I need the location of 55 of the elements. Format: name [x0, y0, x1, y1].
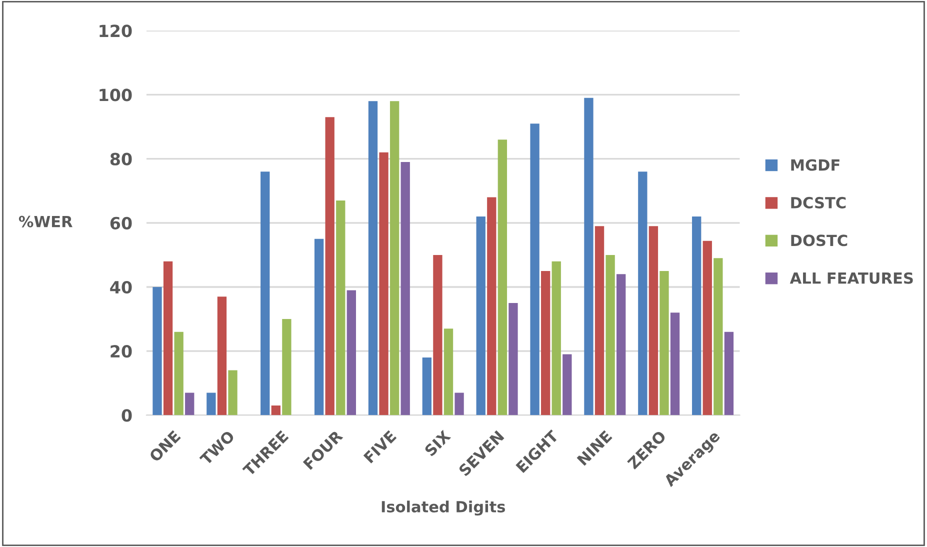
bar [638, 172, 648, 416]
bar [670, 312, 680, 416]
bar [400, 162, 410, 416]
legend-label: ALL FEATURES [790, 272, 913, 284]
bar [206, 392, 216, 416]
bar [487, 197, 496, 416]
bar [271, 406, 280, 416]
bar [390, 101, 400, 416]
legend-label: MGDF [791, 159, 840, 171]
bar [217, 296, 227, 416]
bar [346, 290, 356, 416]
legend-label: DCSTC [791, 196, 846, 208]
bar [724, 332, 734, 416]
bar [476, 216, 486, 416]
bar [692, 216, 702, 416]
bar [648, 226, 658, 416]
bar [185, 392, 194, 416]
bar [562, 354, 572, 416]
bar [540, 270, 550, 416]
bar [552, 261, 561, 416]
bar [498, 140, 508, 416]
bar [606, 254, 615, 416]
y-tick-label: 60 [110, 216, 132, 230]
bar [228, 370, 238, 416]
bar [282, 319, 292, 416]
y-tick-label: 20 [110, 345, 132, 358]
bar [444, 328, 454, 416]
bar [422, 357, 432, 416]
bar [433, 254, 442, 416]
bar [584, 98, 594, 416]
bar [702, 240, 712, 416]
y-tick-label: 40 [110, 280, 132, 294]
bar [260, 172, 270, 416]
bar [163, 261, 173, 416]
bar [174, 332, 184, 416]
legend-label: DOSTC [791, 234, 848, 246]
bar [368, 101, 378, 416]
y-tick-label: 120 [100, 24, 132, 38]
bar [616, 274, 626, 416]
bar [152, 286, 162, 416]
bar [325, 117, 334, 416]
y-tick-label: 100 [100, 88, 132, 102]
bar [508, 303, 518, 416]
y-tick-label: 80 [110, 152, 132, 166]
bar [594, 226, 604, 416]
x-axis-title: Isolated Digits [382, 500, 505, 516]
y-tick-label: 0 [122, 409, 132, 422]
bar [714, 258, 723, 416]
bar [530, 124, 540, 416]
y-axis-title: %WER [18, 216, 72, 228]
bar [454, 392, 464, 416]
bar [314, 238, 324, 416]
bar [379, 152, 388, 416]
bar [660, 270, 669, 416]
bar [336, 200, 346, 416]
